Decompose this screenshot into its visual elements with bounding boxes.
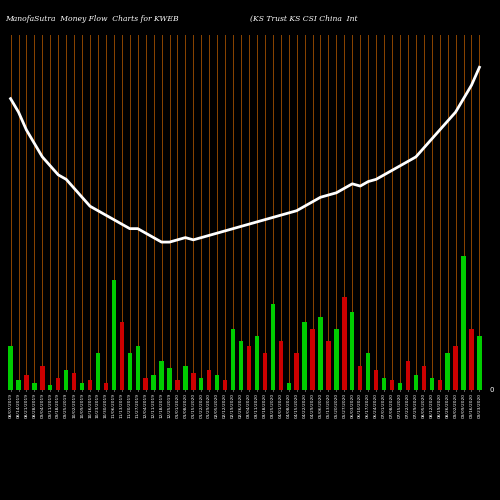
Bar xyxy=(334,329,338,390)
Bar xyxy=(168,368,172,390)
Bar xyxy=(128,354,132,390)
Text: ManofaSutra  Money Flow  Charts for KWEB: ManofaSutra Money Flow Charts for KWEB xyxy=(5,15,178,23)
Bar xyxy=(374,370,378,390)
Bar xyxy=(16,380,20,390)
Bar xyxy=(350,312,354,390)
Bar xyxy=(247,346,251,390)
Bar xyxy=(262,354,267,390)
Bar xyxy=(326,341,330,390)
Bar xyxy=(462,256,466,390)
Bar xyxy=(310,329,314,390)
Bar xyxy=(438,380,442,390)
Bar xyxy=(72,373,76,390)
Bar xyxy=(294,354,299,390)
Bar xyxy=(104,382,108,390)
Bar xyxy=(446,354,450,390)
Bar xyxy=(88,380,92,390)
Bar xyxy=(278,341,283,390)
Bar xyxy=(24,376,28,390)
Bar xyxy=(160,360,164,390)
Bar xyxy=(191,373,196,390)
Bar xyxy=(342,297,346,390)
Bar xyxy=(56,378,60,390)
Bar xyxy=(231,329,235,390)
Text: (KS Trust KS CSI China  Int: (KS Trust KS CSI China Int xyxy=(250,15,358,23)
Bar xyxy=(390,380,394,390)
Bar xyxy=(80,382,84,390)
Bar xyxy=(207,370,212,390)
Bar xyxy=(302,322,307,390)
Bar xyxy=(318,316,322,390)
Bar xyxy=(422,366,426,390)
Bar xyxy=(382,378,386,390)
Bar xyxy=(64,370,68,390)
Bar xyxy=(215,376,220,390)
Bar xyxy=(470,329,474,390)
Bar xyxy=(136,346,140,390)
Bar xyxy=(112,280,116,390)
Bar xyxy=(478,336,482,390)
Bar xyxy=(199,378,203,390)
Bar xyxy=(176,380,180,390)
Bar xyxy=(430,378,434,390)
Bar xyxy=(120,322,124,390)
Bar xyxy=(406,360,410,390)
Bar xyxy=(254,336,259,390)
Bar xyxy=(32,382,36,390)
Bar xyxy=(358,366,362,390)
Bar xyxy=(152,376,156,390)
Bar xyxy=(183,366,188,390)
Bar xyxy=(8,346,12,390)
Bar xyxy=(48,385,52,390)
Bar xyxy=(144,378,148,390)
Bar xyxy=(398,382,402,390)
Text: 0: 0 xyxy=(489,387,494,393)
Bar xyxy=(40,366,44,390)
Bar xyxy=(286,382,291,390)
Bar xyxy=(239,341,243,390)
Bar xyxy=(454,346,458,390)
Bar xyxy=(223,380,228,390)
Bar xyxy=(270,304,275,390)
Bar xyxy=(414,376,418,390)
Bar xyxy=(96,354,100,390)
Bar xyxy=(366,354,370,390)
